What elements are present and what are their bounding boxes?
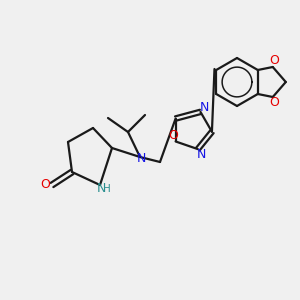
Text: O: O (269, 55, 279, 68)
Text: N: N (197, 148, 206, 160)
Text: H: H (103, 184, 111, 194)
Text: O: O (40, 178, 50, 191)
Text: O: O (169, 129, 178, 142)
Text: N: N (96, 182, 106, 196)
Text: N: N (136, 152, 146, 164)
Text: O: O (269, 97, 279, 110)
Text: N: N (200, 101, 209, 114)
